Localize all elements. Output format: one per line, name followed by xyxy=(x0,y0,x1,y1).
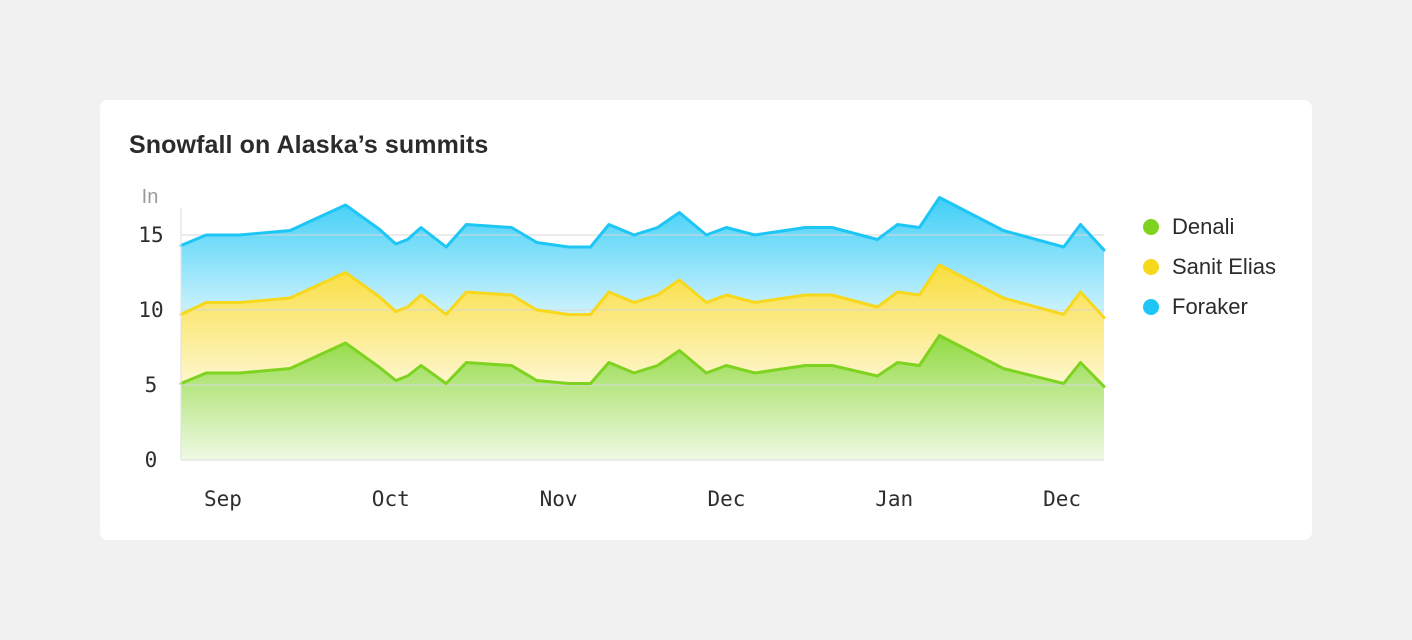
area-foraker xyxy=(181,197,1104,318)
x-tick-label-0: Sep xyxy=(204,487,242,511)
line-sanit-elias xyxy=(179,263,1106,319)
legend-item-foraker: Foraker xyxy=(1143,287,1276,327)
legend-label: Foraker xyxy=(1172,294,1248,319)
chart-legend: Denali Sanit Elias Foraker xyxy=(1143,207,1276,327)
chart-title: Snowfall on Alaska’s summits xyxy=(129,131,489,159)
y-tick-label-10: 10 xyxy=(138,298,163,322)
chart-plot: In 0 5 10 15 Sep Oct Nov Dec Jan Dec xyxy=(138,186,1106,511)
legend-item-sanit-elias: Sanit Elias xyxy=(1143,247,1276,287)
line-foraker xyxy=(179,196,1106,252)
area-sanit-elias xyxy=(181,265,1104,387)
legend-dot xyxy=(1143,259,1159,275)
x-tick-label-2: Nov xyxy=(540,487,578,511)
legend-dot xyxy=(1143,219,1159,235)
y-tick-label-0: 0 xyxy=(145,448,158,472)
x-tick-label-1: Oct xyxy=(372,487,410,511)
legend-dot xyxy=(1143,299,1159,315)
y-tick-label-15: 15 xyxy=(138,223,163,247)
legend-label: Sanit Elias xyxy=(1172,254,1276,279)
legend-label: Denali xyxy=(1172,214,1235,239)
chart-card: Snowfall on Alaska’s summits In 0 5 10 15 Sep… xyxy=(100,100,1312,540)
x-tick-label-4: Jan xyxy=(875,487,913,511)
y-tick-label-5: 5 xyxy=(145,373,158,397)
x-tick-label-3: Dec xyxy=(707,487,745,511)
area-denali xyxy=(181,335,1104,460)
legend-item-denali: Denali xyxy=(1143,207,1276,247)
y-axis-unit: In xyxy=(142,186,159,208)
line-denali xyxy=(179,334,1106,388)
x-tick-label-5: Dec xyxy=(1043,487,1081,511)
